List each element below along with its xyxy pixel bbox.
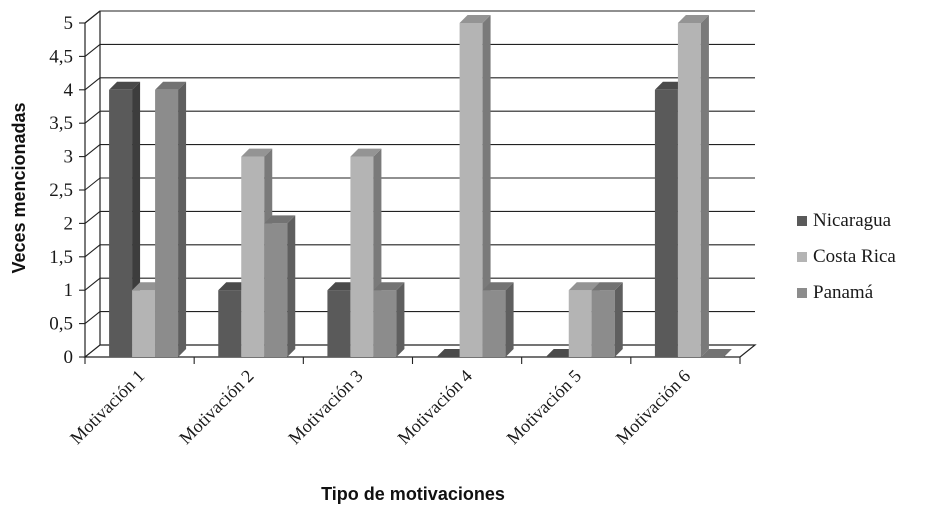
gridline — [84, 277, 755, 291]
y-tick-label: 1 — [64, 280, 74, 301]
bar-top — [109, 81, 141, 90]
bar-front — [241, 156, 265, 357]
x-tick-label: Motivación 5 — [503, 366, 585, 448]
legend-item: Nicaragua — [797, 210, 892, 231]
bar-front — [350, 156, 374, 357]
gridline — [84, 144, 755, 158]
legend-item: Costa Rica — [797, 246, 896, 267]
bar-top — [459, 15, 491, 23]
legend-label: Costa Rica — [813, 246, 896, 267]
bar-side — [505, 282, 514, 357]
bar-top — [568, 282, 600, 291]
bar-top — [241, 148, 273, 157]
y-tick-label: 0 — [64, 347, 74, 368]
bar-front — [654, 89, 678, 358]
bar-top — [264, 215, 296, 224]
bar-front — [218, 290, 242, 357]
gridline — [84, 311, 755, 325]
y-tick-label: 3,5 — [49, 113, 73, 134]
y-tick-label: 2 — [64, 213, 74, 234]
gridline — [84, 244, 755, 258]
bar-front — [482, 290, 506, 357]
legend-item: Panamá — [797, 282, 874, 303]
bar-top — [373, 282, 405, 291]
bar-side — [614, 282, 623, 357]
y-tick-label: 4,5 — [49, 46, 73, 67]
x-tick-label: Motivación 6 — [612, 366, 694, 448]
legend-swatch — [797, 252, 807, 262]
bar-front — [568, 290, 592, 357]
legend-swatch — [797, 288, 807, 298]
bar-side — [482, 15, 491, 357]
x-tick-label: Motivación 3 — [284, 366, 366, 448]
x-axis-title: Tipo de motivaciones — [321, 484, 505, 504]
bar-front — [155, 89, 179, 358]
bar-top — [700, 349, 732, 357]
bar-side — [287, 215, 296, 357]
gridline — [84, 110, 755, 124]
bar-top — [591, 282, 623, 291]
y-tick-label: 5 — [64, 13, 74, 34]
bar-front — [109, 89, 133, 358]
bar-side — [700, 15, 709, 357]
bar-top — [350, 148, 382, 157]
bar-front — [327, 290, 351, 357]
bar-top — [677, 15, 709, 23]
bar — [459, 15, 491, 357]
legend-label: Nicaragua — [813, 210, 892, 231]
bar — [155, 81, 187, 358]
y-tick-label: 2,5 — [49, 180, 73, 201]
bar — [700, 349, 732, 357]
bar-front — [459, 23, 483, 357]
x-tick-label: Motivación 2 — [175, 366, 257, 448]
legend-label: Panamá — [813, 282, 874, 303]
gridline — [84, 210, 755, 224]
x-tick-label: Motivación 4 — [394, 366, 476, 448]
bar-top — [155, 81, 187, 90]
bar — [677, 15, 709, 357]
bar-front — [677, 23, 701, 357]
bar-front — [132, 290, 156, 357]
bar — [482, 282, 514, 357]
y-tick-label: 3 — [64, 147, 74, 168]
bar-front — [591, 290, 615, 357]
legend: Nicaragua Costa Rica Panamá — [797, 210, 896, 303]
legend-swatch — [797, 216, 807, 226]
bar — [373, 282, 405, 357]
x-tick-label: Motivación 1 — [66, 366, 148, 448]
y-axis-title: Veces mencionadas — [9, 102, 29, 273]
y-tick-label: 1,5 — [49, 247, 73, 268]
y-tick-labels: 0 0,5 1 1,5 2 2,5 3 3,5 4 4,5 5 — [49, 13, 73, 368]
bar-front — [373, 290, 397, 357]
x-tick-labels: Motivación 1 Motivación 2 Motivación 3 Moti… — [66, 366, 694, 448]
bar-top — [482, 282, 514, 291]
y-tick-label: 0,5 — [49, 314, 73, 335]
gridline — [84, 43, 755, 57]
bar — [591, 282, 623, 357]
bar-side — [178, 81, 187, 358]
bar-side — [396, 282, 405, 357]
gridline — [84, 10, 755, 24]
bars — [109, 15, 732, 358]
gridlines — [79, 10, 755, 364]
y-tick-label: 4 — [64, 80, 74, 101]
gridline — [84, 77, 755, 91]
bar — [264, 215, 296, 357]
bar-front — [264, 223, 288, 357]
gridline — [84, 177, 755, 191]
